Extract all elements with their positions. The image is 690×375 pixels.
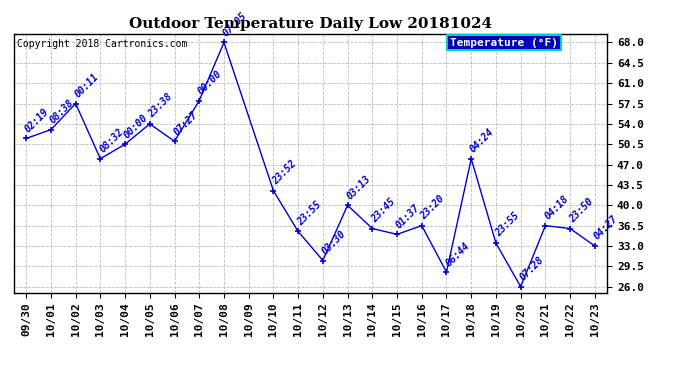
Text: 23:55: 23:55 <box>295 200 323 227</box>
Text: Copyright 2018 Cartronics.com: Copyright 2018 Cartronics.com <box>17 39 187 49</box>
Text: 23:55: 23:55 <box>493 211 521 239</box>
Text: 23:50: 23:50 <box>567 196 595 224</box>
Text: 07:28: 07:28 <box>518 255 546 282</box>
Text: 23:45: 23:45 <box>369 196 397 224</box>
Text: 23:38: 23:38 <box>147 92 175 120</box>
Text: 23:20: 23:20 <box>419 194 446 222</box>
Text: 03:30: 03:30 <box>320 228 348 256</box>
Text: 07:05: 07:05 <box>221 10 249 38</box>
Text: 04:27: 04:27 <box>592 214 620 242</box>
Text: 00:11: 00:11 <box>72 72 101 99</box>
Title: Outdoor Temperature Daily Low 20181024: Outdoor Temperature Daily Low 20181024 <box>129 17 492 31</box>
Text: 00:00: 00:00 <box>197 69 224 96</box>
Text: 04:24: 04:24 <box>469 127 496 154</box>
Text: 23:52: 23:52 <box>270 159 298 187</box>
Text: 08:38: 08:38 <box>48 98 76 126</box>
Text: 07:27: 07:27 <box>172 109 199 137</box>
Text: 04:18: 04:18 <box>542 194 571 222</box>
Text: 01:37: 01:37 <box>394 202 422 230</box>
Text: 00:00: 00:00 <box>122 112 150 140</box>
Text: Temperature (°F): Temperature (°F) <box>450 38 558 48</box>
Text: 03:13: 03:13 <box>345 173 373 201</box>
Text: 08:32: 08:32 <box>97 127 126 154</box>
Text: 02:19: 02:19 <box>23 106 51 134</box>
Text: 06:44: 06:44 <box>444 240 471 268</box>
